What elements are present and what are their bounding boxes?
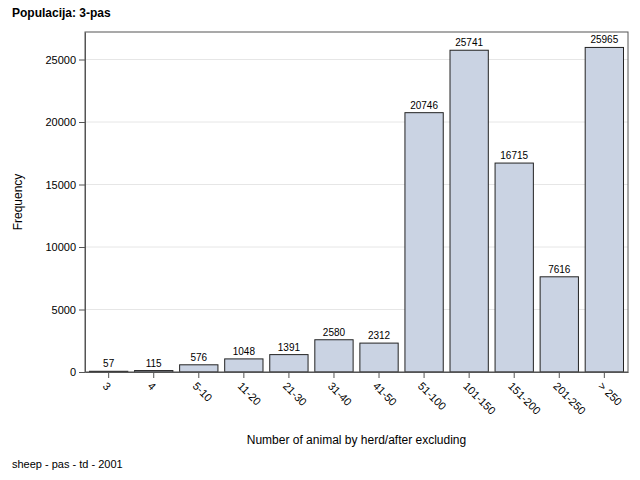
x-tick: 101-150 bbox=[461, 372, 498, 417]
x-tick-label: 5-10 bbox=[191, 380, 215, 404]
x-tick: 11-20 bbox=[236, 372, 264, 407]
y-tick: 15000 bbox=[45, 179, 85, 191]
bar bbox=[405, 113, 443, 372]
data-label: 25741 bbox=[455, 37, 483, 48]
x-tick: 51-100 bbox=[416, 372, 449, 412]
x-tick-mark bbox=[198, 372, 199, 378]
x-axis-line bbox=[86, 372, 629, 373]
grid-line bbox=[85, 59, 628, 60]
x-tick-label: 51-100 bbox=[416, 380, 449, 413]
y-tick-mark bbox=[79, 122, 85, 123]
y-tick-mark bbox=[79, 185, 85, 186]
data-label: 57 bbox=[103, 358, 115, 369]
x-tick-label: 31-40 bbox=[326, 380, 354, 408]
y-tick: 20000 bbox=[45, 116, 85, 128]
data-label: 1048 bbox=[233, 346, 256, 357]
y-tick-mark bbox=[79, 310, 85, 311]
x-tick-label: 101-150 bbox=[461, 380, 498, 417]
bar bbox=[225, 359, 263, 372]
x-tick-mark bbox=[469, 372, 470, 378]
y-tick: 0 bbox=[70, 366, 85, 378]
x-tick-mark bbox=[288, 372, 289, 378]
x-tick-mark bbox=[559, 372, 560, 378]
chart: 57 115 576 1048 1391 2580 2312 20746 25741 16715 7… bbox=[0, 0, 640, 480]
x-tick: 31-40 bbox=[326, 372, 354, 408]
bar bbox=[180, 365, 218, 372]
title: Populacija: 3-pas bbox=[12, 6, 111, 20]
x-tick-label: 151-200 bbox=[506, 380, 543, 417]
x-tick-label: 4 bbox=[146, 380, 159, 393]
x-tick: 21-30 bbox=[281, 372, 309, 408]
x-axis-title: Number of animal by herd/after excluding bbox=[247, 433, 466, 447]
grid bbox=[85, 60, 628, 373]
x-tick: 5-10 bbox=[191, 372, 215, 404]
x-tick-label: 41-50 bbox=[371, 380, 399, 408]
x-tick-mark bbox=[153, 372, 154, 378]
y-tick-label: 15000 bbox=[45, 179, 76, 191]
x-tick-mark bbox=[243, 372, 244, 378]
bar bbox=[360, 343, 398, 372]
x-tick-mark bbox=[379, 372, 380, 378]
x-tick: 41-50 bbox=[371, 372, 399, 408]
grid-line bbox=[85, 122, 628, 123]
x-tick-label: 21-30 bbox=[281, 380, 309, 408]
x-tick-label: 11-20 bbox=[236, 380, 264, 408]
bar bbox=[270, 355, 308, 372]
y-axis-line bbox=[85, 33, 86, 373]
x-tick-mark bbox=[604, 372, 605, 378]
x-tick: 151-200 bbox=[506, 372, 543, 417]
data-label: 2580 bbox=[323, 327, 346, 338]
data-label: 115 bbox=[146, 358, 162, 369]
y-axis: 0 5000 10000 15000 20000 25000 bbox=[45, 33, 85, 379]
grid-line bbox=[85, 184, 628, 185]
bar bbox=[495, 163, 533, 372]
data-label: 576 bbox=[190, 352, 207, 363]
y-tick: 25000 bbox=[45, 54, 85, 66]
bar bbox=[540, 277, 578, 372]
bar bbox=[585, 47, 623, 372]
x-tick-label: > 250 bbox=[596, 380, 624, 408]
bars bbox=[90, 47, 624, 372]
data-label: 1391 bbox=[278, 342, 301, 353]
x-tick: 4 bbox=[146, 372, 159, 392]
y-tick-label: 0 bbox=[70, 366, 76, 378]
y-tick-mark bbox=[79, 60, 85, 61]
y-axis-title: Frequency bbox=[11, 174, 25, 231]
y-tick-label: 5000 bbox=[52, 304, 76, 316]
grid-line bbox=[85, 247, 628, 248]
y-tick-label: 10000 bbox=[45, 241, 76, 253]
y-tick-label: 25000 bbox=[45, 54, 76, 66]
y-tick-mark bbox=[79, 247, 85, 248]
y-tick: 10000 bbox=[45, 241, 85, 253]
data-labels: 57 115 576 1048 1391 2580 2312 20746 25741 16715 7… bbox=[103, 34, 619, 369]
x-tick-mark bbox=[333, 372, 334, 378]
data-label: 20746 bbox=[410, 100, 438, 111]
bar bbox=[450, 50, 488, 372]
x-tick: 201-250 bbox=[551, 372, 588, 417]
x-tick-mark bbox=[514, 372, 515, 378]
x-tick-mark bbox=[108, 372, 109, 378]
x-tick: > 250 bbox=[596, 372, 624, 408]
data-label: 7616 bbox=[548, 264, 571, 275]
x-tick-label: 3 bbox=[101, 380, 114, 393]
bar bbox=[315, 340, 353, 372]
data-label: 16715 bbox=[500, 150, 528, 161]
data-label: 2312 bbox=[368, 330, 391, 341]
y-tick: 5000 bbox=[52, 304, 85, 316]
y-tick-mark bbox=[79, 372, 85, 373]
plot-frame bbox=[85, 32, 628, 372]
x-tick-label: 201-250 bbox=[551, 380, 588, 417]
y-tick-label: 20000 bbox=[45, 116, 76, 128]
footnote: sheep - pas - td - 2001 bbox=[12, 458, 123, 470]
x-tick-mark bbox=[424, 372, 425, 378]
data-label: 25965 bbox=[590, 34, 618, 45]
x-axis: 3 4 5-10 11-20 21-30 31-40 41-50 51-100 101-1501… bbox=[86, 372, 629, 417]
x-tick: 3 bbox=[101, 372, 114, 392]
